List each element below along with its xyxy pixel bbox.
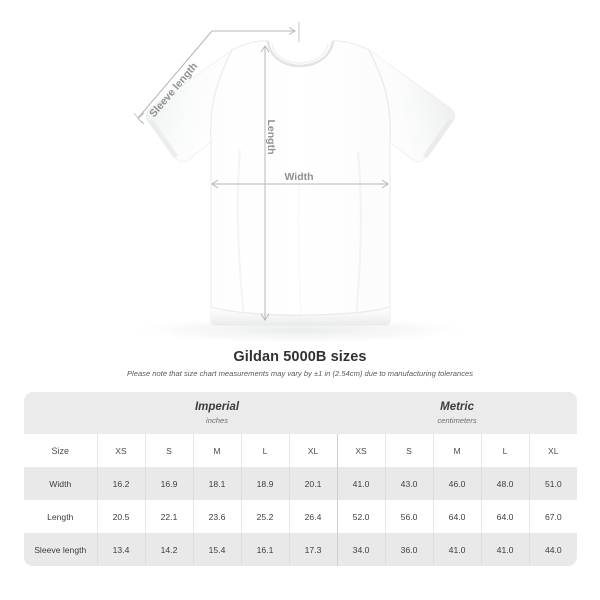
cell-length-imperial-m: 23.6 — [193, 500, 242, 533]
cell-sleeve-imperial-xl: 17.3 — [289, 533, 338, 566]
cell-width-imperial-s: 16.9 — [145, 467, 194, 500]
cell-width-metric-m: 46.0 — [433, 467, 482, 500]
unit-header-row: Imperial inches Metric centimeters — [24, 392, 578, 434]
size-corner-header: Size — [24, 434, 98, 467]
size-header-imperial-m: M — [193, 434, 242, 467]
cell-sleeve-imperial-l: 16.1 — [241, 533, 290, 566]
unit-sub-imperial: inches — [206, 416, 228, 425]
size-header-imperial-xl: XL — [289, 434, 338, 467]
unit-header-spacer — [24, 392, 97, 434]
unit-name-imperial: Imperial — [194, 401, 240, 413]
unit-header-metric: Metric centimeters — [337, 392, 578, 434]
shoulder-reference-line — [212, 22, 300, 42]
cell-length-metric-s: 56.0 — [385, 500, 434, 533]
unit-sub-metric: centimeters — [437, 416, 477, 425]
cell-width-imperial-m: 18.1 — [193, 467, 242, 500]
cell-width-metric-s: 43.0 — [385, 467, 434, 500]
unit-name-metric: Metric — [440, 401, 474, 413]
cell-sleeve-metric-xl: 44.0 — [529, 533, 578, 566]
cell-length-imperial-s: 22.1 — [145, 500, 194, 533]
length-label: Length — [265, 120, 277, 155]
size-header-imperial-l: L — [241, 434, 290, 467]
measurement-annotations — [133, 22, 389, 321]
size-header-metric-xl: XL — [529, 434, 578, 467]
cell-width-imperial-xs: 16.2 — [97, 467, 146, 500]
title-block: Gildan 5000B sizes Please note that size… — [0, 348, 600, 381]
cell-length-metric-l: 64.0 — [481, 500, 530, 533]
row-label-width: Width — [24, 467, 98, 500]
cell-length-imperial-l: 25.2 — [241, 500, 290, 533]
size-header-metric-xs: XS — [337, 434, 386, 467]
table-row: Width 16.2 16.9 18.1 18.9 20.1 41.0 43.0… — [24, 467, 578, 500]
row-label-sleeve-length: Sleeve length — [24, 533, 98, 566]
cell-width-metric-xl: 51.0 — [529, 467, 578, 500]
cell-sleeve-imperial-xs: 13.4 — [97, 533, 146, 566]
table-row: Sleeve length 13.4 14.2 15.4 16.1 17.3 3… — [24, 533, 578, 566]
sleeve-length-arrow — [133, 30, 213, 125]
shirt-body — [145, 40, 456, 326]
cell-sleeve-imperial-m: 15.4 — [193, 533, 242, 566]
size-header-metric-s: S — [385, 434, 434, 467]
cell-sleeve-imperial-s: 14.2 — [145, 533, 194, 566]
cell-width-imperial-xl: 20.1 — [289, 467, 338, 500]
cell-sleeve-metric-m: 41.0 — [433, 533, 482, 566]
cell-length-imperial-xs: 20.5 — [97, 500, 146, 533]
size-header-metric-l: L — [481, 434, 530, 467]
row-label-length: Length — [24, 500, 98, 533]
cell-sleeve-metric-l: 41.0 — [481, 533, 530, 566]
cell-length-imperial-xl: 26.4 — [289, 500, 338, 533]
width-arrow — [211, 179, 389, 189]
size-chart-table-wrapper: Imperial inches Metric centimeters Size … — [24, 392, 578, 566]
cell-width-metric-l: 48.0 — [481, 467, 530, 500]
cell-length-metric-m: 64.0 — [433, 500, 482, 533]
size-header-imperial-xs: XS — [97, 434, 146, 467]
table-row: Length 20.5 22.1 23.6 25.2 26.4 52.0 56.… — [24, 500, 578, 533]
unit-header-imperial: Imperial inches — [97, 392, 338, 434]
cell-width-imperial-l: 18.9 — [241, 467, 290, 500]
page-title: Gildan 5000B sizes — [233, 349, 367, 365]
size-header-imperial-s: S — [145, 434, 194, 467]
cell-sleeve-metric-s: 36.0 — [385, 533, 434, 566]
width-label: Width — [284, 171, 313, 183]
size-header-metric-m: M — [433, 434, 482, 467]
tshirt-illustration: Sleeve length Length Width — [125, 22, 475, 344]
cell-length-metric-xl: 67.0 — [529, 500, 578, 533]
size-chart-table: Imperial inches Metric centimeters Size … — [24, 392, 578, 566]
cell-width-metric-xs: 41.0 — [337, 467, 386, 500]
length-arrow — [260, 45, 270, 321]
cell-sleeve-metric-xs: 34.0 — [337, 533, 386, 566]
tolerance-note: Please note that size chart measurements… — [126, 369, 474, 378]
size-header-row: Size XS S M L XL XS S M L XL — [24, 434, 578, 467]
cell-length-metric-xs: 52.0 — [337, 500, 386, 533]
